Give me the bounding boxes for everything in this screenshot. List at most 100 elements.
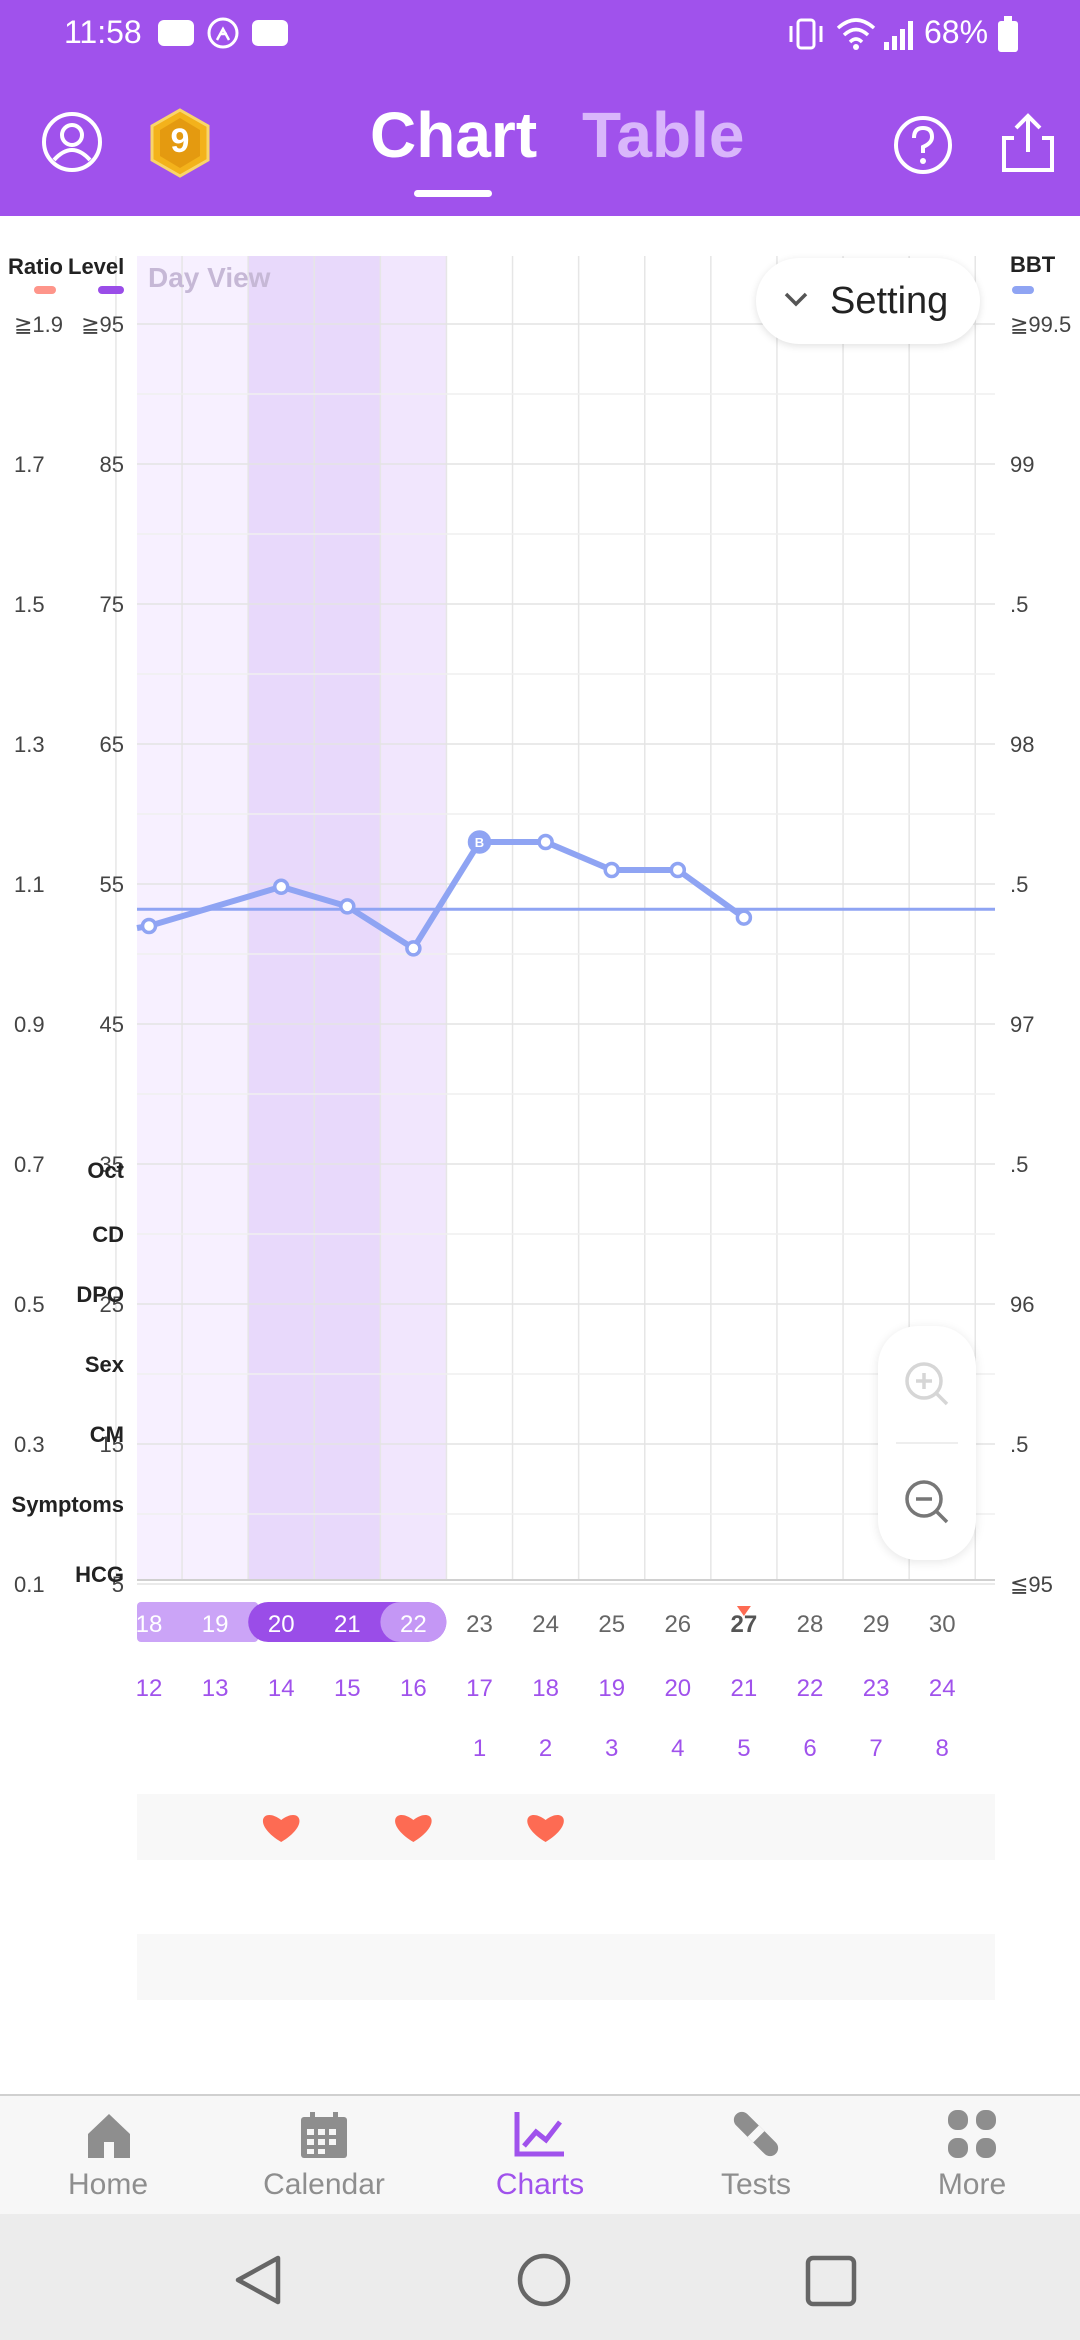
level-legend-swatch bbox=[98, 286, 124, 294]
back-icon[interactable] bbox=[230, 2252, 286, 2308]
bbt-point-label: B bbox=[475, 835, 484, 850]
bbt-tick: .5 bbox=[1010, 1432, 1028, 1457]
bottom-nav: Home Calendar Charts Tests bbox=[0, 2094, 1080, 2216]
battery-icon bbox=[998, 16, 1018, 52]
symptoms-row-band bbox=[137, 1934, 995, 2000]
setting-button[interactable]: Setting bbox=[756, 258, 980, 344]
chevron-down-icon bbox=[784, 292, 808, 307]
level-tick: 65 bbox=[100, 732, 124, 757]
youtube-icon bbox=[158, 20, 194, 46]
zoom-in-icon[interactable] bbox=[903, 1360, 951, 1408]
ratio-tick: ≧1.9 bbox=[14, 312, 63, 337]
dpo-label: 5 bbox=[737, 1735, 750, 1762]
date-label: 24 bbox=[532, 1611, 559, 1638]
tab-indicator bbox=[414, 190, 492, 197]
cycle-day-label: 13 bbox=[202, 1675, 229, 1702]
profile-icon[interactable] bbox=[40, 110, 104, 174]
dpo-label: 1 bbox=[473, 1735, 486, 1762]
share-icon[interactable] bbox=[998, 112, 1058, 176]
nav-more[interactable]: More bbox=[864, 2096, 1080, 2216]
cycle-day-label: 22 bbox=[797, 1675, 824, 1702]
home-circle-icon[interactable] bbox=[516, 2252, 572, 2308]
date-label: 21 bbox=[334, 1611, 361, 1638]
date-pill-mid bbox=[380, 1602, 447, 1642]
date-label: 25 bbox=[598, 1611, 625, 1638]
cycle-day-label: 18 bbox=[532, 1675, 559, 1702]
setting-label: Setting bbox=[830, 280, 949, 322]
bbt-point bbox=[272, 878, 290, 896]
nav-charts[interactable]: Charts bbox=[432, 2096, 648, 2216]
dpo-row-label: DPO bbox=[76, 1282, 124, 1307]
nav-home[interactable]: Home bbox=[0, 2096, 216, 2216]
dpo-label: 8 bbox=[936, 1735, 949, 1762]
ratio-axis-label: Ratio bbox=[8, 254, 63, 279]
recents-icon[interactable] bbox=[804, 2254, 860, 2310]
status-time: 11:58 bbox=[64, 14, 142, 50]
bbt-point bbox=[669, 861, 687, 879]
bbt-point bbox=[339, 898, 356, 915]
tests-icon bbox=[733, 2111, 779, 2157]
bbt-tick: 98 bbox=[1010, 732, 1034, 757]
bbt-tick: 99 bbox=[1010, 452, 1034, 477]
zoom-control bbox=[878, 1326, 976, 1560]
level-tick: 55 bbox=[100, 872, 124, 897]
level-tick: 5 bbox=[112, 1572, 124, 1597]
nav-calendar[interactable]: Calendar bbox=[216, 2096, 432, 2216]
cycle-day-label: 16 bbox=[400, 1675, 427, 1702]
charts-icon bbox=[514, 2112, 564, 2157]
signal-icon bbox=[884, 21, 913, 50]
bbt-tick: .5 bbox=[1010, 872, 1028, 897]
level-tick: 75 bbox=[100, 592, 124, 617]
zoom-divider bbox=[896, 1442, 958, 1444]
more-icon bbox=[948, 2110, 996, 2158]
ratio-tick: 1.1 bbox=[14, 872, 45, 897]
date-label: 26 bbox=[664, 1611, 691, 1638]
cycle-day-label: 17 bbox=[466, 1675, 493, 1702]
dpo-label: 4 bbox=[671, 1735, 684, 1762]
ratio-tick: 0.7 bbox=[14, 1152, 45, 1177]
date-label: 19 bbox=[202, 1611, 229, 1638]
activity-icon bbox=[207, 17, 239, 49]
tab-chart[interactable]: Chart bbox=[370, 99, 538, 171]
dpo-label: 6 bbox=[803, 1735, 816, 1762]
bbt-point bbox=[603, 861, 620, 879]
bbt-tick: .5 bbox=[1010, 1152, 1028, 1177]
app-header: 9 Chart Table bbox=[0, 68, 1080, 216]
help-icon[interactable] bbox=[892, 114, 954, 176]
nav-calendar-label: Calendar bbox=[263, 2168, 385, 2201]
tab-table[interactable]: Table bbox=[582, 99, 745, 171]
nav-tests[interactable]: Tests bbox=[648, 2096, 864, 2216]
ratio-tick: 0.5 bbox=[14, 1292, 45, 1317]
ratio-tick: 1.3 bbox=[14, 732, 45, 757]
level-tick: 85 bbox=[100, 452, 124, 477]
date-label: 29 bbox=[863, 1611, 890, 1638]
cycle-day-label: 19 bbox=[598, 1675, 625, 1702]
ratio-tick: 0.1 bbox=[14, 1572, 45, 1597]
bbt-tick: 97 bbox=[1010, 1012, 1034, 1037]
battery-percent: 68% bbox=[924, 14, 989, 50]
chart-area: ≧1.9 1.7 1.5 1.3 1.1 0.9 0.7 0.5 0.3 0.1 ≧95 85 75 65… bbox=[0, 216, 1080, 2096]
level-tick: 15 bbox=[100, 1432, 124, 1457]
home-icon bbox=[88, 2114, 130, 2158]
bbt-point bbox=[735, 909, 753, 926]
bbt-point bbox=[405, 940, 422, 957]
badge-number: 9 bbox=[170, 122, 190, 160]
date-label: 18 bbox=[136, 1611, 163, 1638]
cd-row-label: CD bbox=[92, 1222, 124, 1247]
bbt-legend-swatch bbox=[1012, 286, 1034, 294]
cycle-day-label: 20 bbox=[664, 1675, 691, 1702]
hcg-row-label: HCG bbox=[75, 1562, 124, 1587]
fertile-shade-0 bbox=[137, 256, 249, 1580]
bbt-tick: 96 bbox=[1010, 1292, 1034, 1317]
ratio-tick: 0.9 bbox=[14, 1012, 45, 1037]
level-badge[interactable]: 9 bbox=[148, 108, 212, 178]
dpo-label: 3 bbox=[605, 1735, 618, 1762]
vibrate-icon bbox=[789, 18, 823, 50]
cycle-day-label: 14 bbox=[268, 1675, 295, 1702]
cycle-day-label: 23 bbox=[863, 1675, 890, 1702]
zoom-out-icon[interactable] bbox=[903, 1478, 951, 1526]
youtube-icon-2 bbox=[252, 20, 288, 46]
bbt-tick: ≧99.5 bbox=[1010, 312, 1071, 337]
month-row-label: Oct bbox=[87, 1158, 124, 1183]
cycle-day-label: 21 bbox=[731, 1675, 758, 1702]
